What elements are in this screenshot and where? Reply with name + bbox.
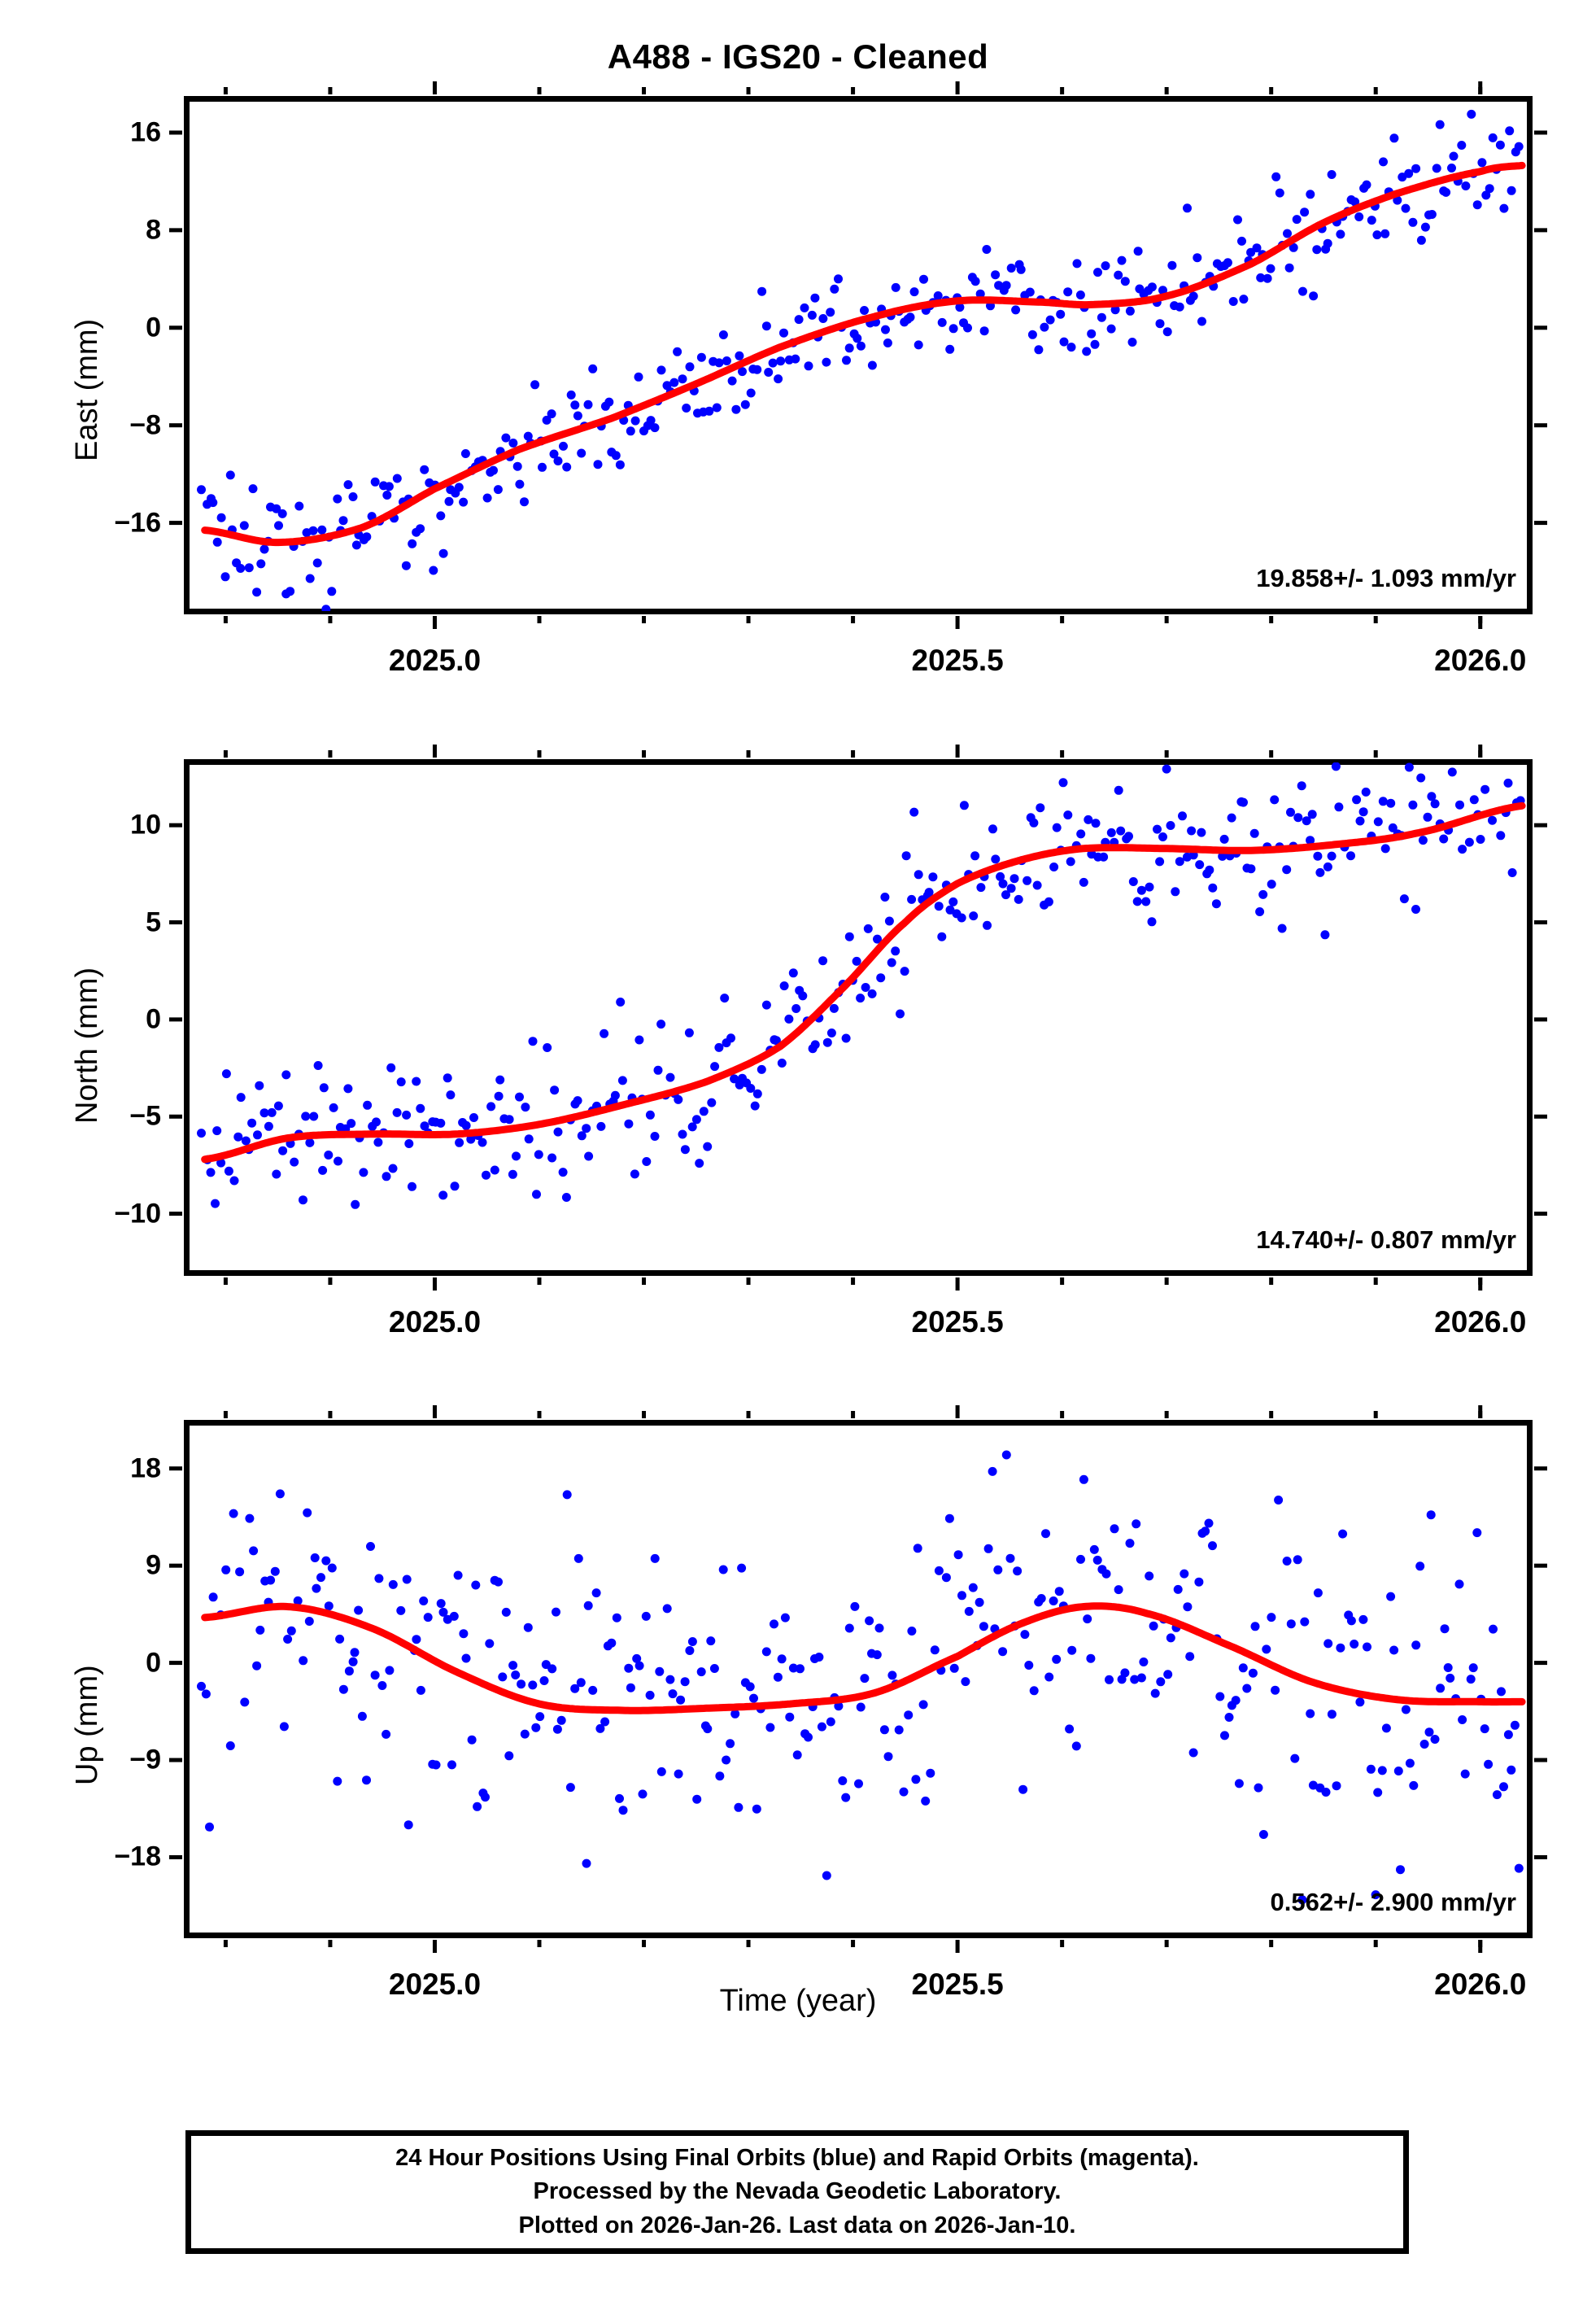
y-tick-label-east: 0 — [146, 312, 161, 343]
x-tick-label-up: 2025.5 — [911, 1968, 1004, 2001]
y-tick-label-north: 10 — [130, 809, 161, 841]
footer-line-1: 24 Hour Positions Using Final Orbits (bl… — [395, 2145, 1199, 2172]
y-tick-label-north: −5 — [129, 1100, 161, 1132]
x-tick-label-north: 2025.5 — [911, 1305, 1004, 1339]
x-tick-label-east: 2025.5 — [911, 644, 1004, 677]
rate-annotation-up: 0.562+/- 2.900 mm/yr — [1270, 1888, 1516, 1916]
footer-line-2: Processed by the Nevada Geodetic Laborat… — [533, 2178, 1062, 2205]
axis-title-time: Time (year) — [719, 1984, 877, 2018]
x-tick-label-east: 2025.0 — [388, 644, 482, 677]
footer-caption-box: 24 Hour Positions Using Final Orbits (bl… — [185, 2130, 1409, 2254]
plot-frame-east — [184, 96, 1533, 614]
x-tick-label-up: 2026.0 — [1434, 1968, 1527, 2001]
y-tick-label-north: −10 — [114, 1198, 161, 1229]
x-tick-label-up: 2025.0 — [388, 1968, 482, 2001]
x-tick-label-north: 2026.0 — [1434, 1305, 1527, 1339]
y-tick-label-up: 18 — [130, 1452, 161, 1484]
x-tick-label-east: 2026.0 — [1434, 644, 1527, 677]
y-tick-label-up: −9 — [129, 1744, 161, 1775]
page-title: A488 - IGS20 - Cleaned — [607, 37, 989, 76]
rate-annotation-east: 19.858+/- 1.093 mm/yr — [1256, 564, 1516, 592]
rate-annotation-north: 14.740+/- 0.807 mm/yr — [1256, 1225, 1516, 1254]
y-tick-label-east: 8 — [146, 214, 161, 246]
y-tick-label-east: −8 — [129, 409, 161, 441]
y-tick-label-up: −18 — [114, 1841, 161, 1872]
y-tick-label-up: 9 — [146, 1549, 161, 1581]
y-tick-label-north: 5 — [146, 906, 161, 938]
y-tick-label-east: 16 — [130, 116, 161, 148]
y-tick-label-up: 0 — [146, 1647, 161, 1679]
footer-line-3: Plotted on 2026-Jan-26. Last data on 202… — [518, 2212, 1076, 2238]
y-tick-label-east: −16 — [114, 507, 161, 539]
y-tick-label-north: 0 — [146, 1003, 161, 1035]
x-tick-label-north: 2025.0 — [388, 1305, 482, 1339]
